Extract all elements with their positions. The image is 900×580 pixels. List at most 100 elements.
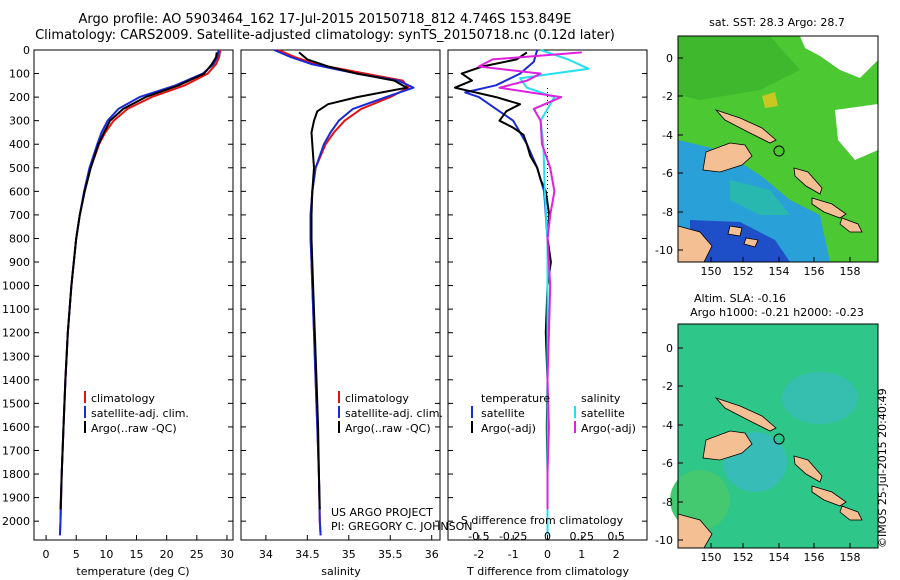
- sla-map-land-bougainville: [793, 455, 823, 483]
- map-lat-label: 0: [666, 342, 673, 355]
- sla-map-land-solomons-b: [839, 505, 863, 521]
- x-tick-label: 20: [160, 548, 174, 561]
- depth-tick-label: 500: [9, 162, 30, 175]
- map-lon-label: 154: [769, 265, 790, 278]
- sst-map-land-new-britain: [702, 142, 753, 173]
- sst-map-cold-water: [690, 220, 790, 262]
- depth-tick-label: 1600: [2, 421, 30, 434]
- depth-tick-label: 0: [23, 44, 30, 57]
- sst-map-land-bougainville: [793, 167, 823, 195]
- x-tick-label: 0: [544, 548, 551, 561]
- legend-label-argo: Argo(..raw -QC): [91, 422, 177, 435]
- sla-map-high-anomaly: [670, 470, 730, 530]
- legend-label-temp-argo: Argo(-adj): [481, 422, 536, 435]
- map-lat-label: -4: [662, 419, 673, 432]
- depth-tick-label: 100: [9, 68, 30, 81]
- depth-tick-label: 2000: [2, 515, 30, 528]
- series-line-salinity-argo-adj-: [477, 51, 582, 510]
- map-lon-label: 150: [701, 551, 722, 564]
- x-tick-label: -1: [508, 548, 519, 561]
- map-lon-label: 158: [840, 551, 861, 564]
- map-lat-label: -10: [655, 244, 673, 257]
- map-lon-label: 150: [701, 265, 722, 278]
- depth-tick-label: 200: [9, 91, 30, 104]
- series-line-temperature-argo-adj-: [453, 51, 552, 510]
- map-lat-label: -8: [662, 206, 673, 219]
- sst-map-warm-patch: [678, 36, 800, 100]
- chart-title-line1: Argo profile: AO 5903464_162 17-Jul-2015…: [78, 12, 572, 27]
- sst-map-land-new-ireland: [714, 109, 777, 144]
- salinity-diff-tick-label: 0.25: [570, 530, 595, 543]
- x-tick-label: 15: [130, 548, 144, 561]
- map-lat-label: -6: [662, 457, 673, 470]
- salinity-diff-tick-label: 0.5: [607, 530, 625, 543]
- map-lon-label: 158: [840, 265, 861, 278]
- depth-tick-label: 1700: [2, 444, 30, 457]
- sst-map-land-solomons-b: [839, 217, 863, 233]
- sst-map-title: sat. SST: 28.3 Argo: 28.7: [709, 16, 845, 29]
- x-tick-label: 5: [73, 548, 80, 561]
- map-lon-label: 156: [804, 265, 825, 278]
- legend-label-argo: Argo(..raw -QC): [345, 422, 431, 435]
- map-lon-label: 154: [769, 551, 790, 564]
- legend-label-sal-satellite: satellite: [581, 407, 625, 420]
- salinity-axis-label: salinity: [321, 565, 361, 578]
- x-tick-label: 35: [342, 548, 356, 561]
- sst-map-mid-cool: [730, 180, 790, 215]
- x-tick-label: 1: [578, 548, 585, 561]
- depth-tick-label: 1900: [2, 492, 30, 505]
- x-tick-label: 25: [190, 548, 204, 561]
- x-tick-label: 30: [220, 548, 234, 561]
- map-lat-label: -2: [662, 380, 673, 393]
- salinity-diff-tick-label: -0.5: [468, 530, 489, 543]
- legend-header-salinity: salinity: [581, 392, 621, 405]
- series-line-argo-raw-qc-: [298, 51, 408, 510]
- difference-legend: temperature satellite Argo(-adj) salinit…: [471, 392, 636, 435]
- x-tick-label: 34.5: [295, 548, 320, 561]
- legend-label-sal-argo: Argo(-adj): [581, 422, 636, 435]
- x-tick-label: -2: [473, 548, 484, 561]
- map-lon-label: 152: [733, 551, 754, 564]
- depth-tick-label: 400: [9, 138, 30, 151]
- map-lat-label: -4: [662, 129, 673, 142]
- x-tick-label: 10: [99, 548, 113, 561]
- sla-map-title-line2: Argo h1000: -0.21 h2000: -0.23: [690, 306, 864, 319]
- sst-map: sat. SST: 28.3 Argo: 28.7: [677, 16, 879, 263]
- depth-tick-label: 800: [9, 232, 30, 245]
- sla-map-land-new-ireland: [714, 397, 777, 432]
- salinity-diff-tick-label: -0.25: [499, 530, 527, 543]
- depth-tick-label: 1300: [2, 350, 30, 363]
- x-tick-label: 35.5: [378, 548, 403, 561]
- map-lat-label: -2: [662, 90, 673, 103]
- salinity-diff-tick-label: 0: [544, 530, 551, 543]
- depth-tick-label: 600: [9, 185, 30, 198]
- legend-label-temp-satellite: satellite: [481, 407, 525, 420]
- sst-map-frame: [677, 35, 879, 263]
- temperature-legend: climatology satellite-adj. clim. Argo(..…: [84, 391, 189, 435]
- sla-map-title-line1: Altim. SLA: -0.16: [694, 292, 786, 305]
- sla-map-profile-marker: [773, 433, 785, 445]
- map-lon-label: 152: [733, 265, 754, 278]
- series-line-satellite-adj-clim-: [58, 49, 220, 536]
- depth-tick-label: 1500: [2, 397, 30, 410]
- depth-tick-label: 1800: [2, 468, 30, 481]
- map-lon-label: 156: [804, 551, 825, 564]
- project-credit: US ARGO PROJECT: [331, 506, 433, 519]
- depth-tick-label: 700: [9, 209, 30, 222]
- series-line-climatology: [58, 49, 222, 536]
- x-tick-label: 34: [259, 548, 273, 561]
- sst-map-land-solomons-a: [811, 197, 847, 219]
- salinity-plot-frame: [240, 49, 441, 541]
- series-line-temperature-satellite: [464, 49, 549, 536]
- sst-map-profile-marker: [773, 145, 785, 157]
- x-tick-label: 0: [43, 548, 50, 561]
- legend-label-satellite: satellite-adj. clim.: [91, 407, 189, 420]
- map-lat-label: -8: [662, 496, 673, 509]
- s-difference-axis-label: S difference from climatology: [461, 514, 624, 527]
- series-line-climatology: [277, 49, 410, 536]
- temperature-plot-frame: [33, 49, 234, 541]
- x-tick-label: 2: [613, 548, 620, 561]
- sst-map-land-islands: [727, 225, 759, 248]
- sla-map-low-anomaly-1: [782, 372, 858, 424]
